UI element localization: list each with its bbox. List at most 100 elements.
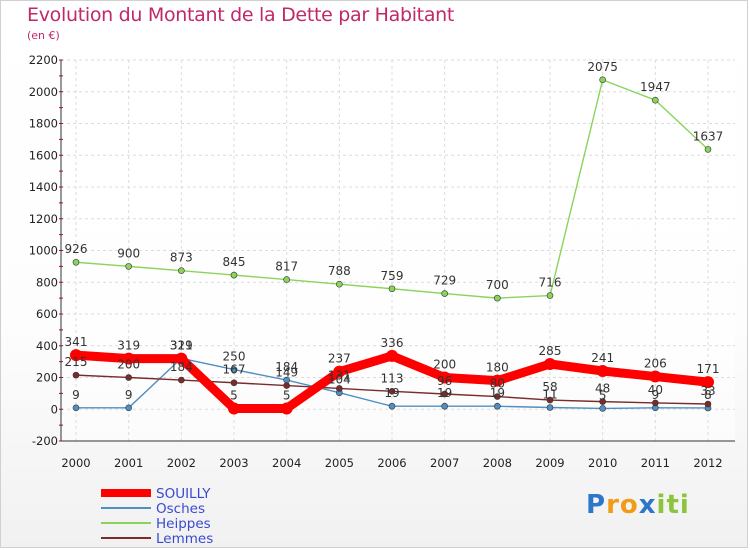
data-point xyxy=(546,404,554,411)
data-point xyxy=(649,370,662,383)
data-point xyxy=(280,402,293,415)
data-label: 319 xyxy=(170,339,193,353)
y-tick-label: 1400 xyxy=(29,180,58,194)
data-label: 319 xyxy=(117,339,140,353)
data-point xyxy=(336,385,343,392)
x-tick-label: 2007 xyxy=(430,456,459,470)
data-point xyxy=(283,276,290,283)
data-point xyxy=(441,390,448,398)
data-point xyxy=(175,352,188,365)
data-label: 215 xyxy=(65,355,88,369)
y-tick-label: 2000 xyxy=(29,85,58,99)
data-label: 131 xyxy=(328,368,351,382)
data-label: 700 xyxy=(486,278,509,292)
y-tick-label: 1600 xyxy=(29,148,58,162)
data-label: 873 xyxy=(170,251,193,265)
data-point xyxy=(336,280,343,288)
y-tick-label: -200 xyxy=(32,434,58,448)
data-point xyxy=(599,405,606,412)
x-tick-label: 2003 xyxy=(219,456,248,470)
data-label: 184 xyxy=(275,360,298,374)
data-label: 40 xyxy=(648,383,663,397)
data-point xyxy=(491,374,504,387)
data-label: 5 xyxy=(599,388,607,402)
data-label: 180 xyxy=(486,361,509,375)
data-label: 11 xyxy=(542,388,557,402)
x-tick-label: 2006 xyxy=(377,456,406,470)
data-point xyxy=(704,400,712,408)
y-tick-label: 600 xyxy=(36,307,58,321)
y-tick-label: 200 xyxy=(36,371,58,385)
data-label: 845 xyxy=(223,255,246,269)
data-label: 759 xyxy=(381,269,404,283)
data-label: 336 xyxy=(381,336,404,350)
data-label: 171 xyxy=(697,362,720,376)
logo-letter: o xyxy=(619,490,639,520)
y-tick-label: 1800 xyxy=(29,117,58,131)
logo-letter: i xyxy=(656,490,667,520)
y-tick-label: 1200 xyxy=(29,212,58,226)
data-label: 19 xyxy=(384,386,399,400)
data-point xyxy=(178,267,185,274)
data-point xyxy=(702,376,714,389)
x-tick-label: 2002 xyxy=(167,456,196,470)
data-point xyxy=(230,379,238,387)
data-point xyxy=(546,396,554,404)
data-label: 341 xyxy=(65,335,88,349)
data-label: 48 xyxy=(595,382,610,396)
data-label: 2075 xyxy=(587,60,618,74)
data-label: 1637 xyxy=(693,129,724,143)
data-point xyxy=(388,388,396,395)
data-point xyxy=(546,292,554,299)
x-tick-label: 2000 xyxy=(61,456,90,470)
y-tick-label: 0 xyxy=(51,402,58,416)
data-point xyxy=(388,402,396,410)
data-label: 817 xyxy=(275,260,298,274)
logo-letter: x xyxy=(638,490,657,520)
legend-label: Lemmes xyxy=(156,531,213,547)
data-label: 716 xyxy=(539,276,562,290)
x-tick-label: 2012 xyxy=(693,456,722,470)
data-point xyxy=(599,76,606,84)
legend-label: Osches xyxy=(156,501,205,517)
data-point xyxy=(72,258,80,266)
data-point xyxy=(388,285,396,293)
data-label: 206 xyxy=(644,357,667,371)
data-label: 9 xyxy=(652,388,660,402)
data-point xyxy=(386,349,398,362)
chart-subtitle: (en €) xyxy=(27,29,60,42)
x-tick-label: 2004 xyxy=(272,456,301,470)
data-label: 200 xyxy=(117,358,140,372)
data-label: 1947 xyxy=(640,80,671,94)
y-tick-label: 800 xyxy=(36,275,58,289)
y-tick-label: 400 xyxy=(36,339,58,353)
data-point xyxy=(333,365,346,378)
data-label: 729 xyxy=(433,274,456,288)
data-point xyxy=(441,402,448,410)
data-label: 149 xyxy=(275,366,298,380)
x-tick-label: 2008 xyxy=(483,456,512,470)
data-label: 80 xyxy=(490,377,505,391)
data-label: 926 xyxy=(65,242,88,256)
x-tick-label: 2011 xyxy=(641,456,670,470)
data-label: 167 xyxy=(223,363,246,377)
legend-label: SOUILLY xyxy=(156,486,211,502)
logo-letter: t xyxy=(666,490,680,520)
data-point xyxy=(125,263,132,270)
data-label: 104 xyxy=(328,373,351,387)
x-tick-label: 2010 xyxy=(588,456,617,470)
data-label: 250 xyxy=(223,350,246,364)
data-point xyxy=(704,146,712,153)
data-point xyxy=(125,404,132,412)
data-point xyxy=(599,398,606,405)
x-tick-label: 2009 xyxy=(535,456,564,470)
data-label: 113 xyxy=(381,371,404,385)
data-label: 241 xyxy=(591,351,614,365)
data-label: 200 xyxy=(433,358,456,372)
data-point xyxy=(125,374,132,381)
y-tick-label: 2200 xyxy=(29,53,58,67)
data-point xyxy=(228,402,240,415)
legend-label: Heippes xyxy=(156,516,211,532)
